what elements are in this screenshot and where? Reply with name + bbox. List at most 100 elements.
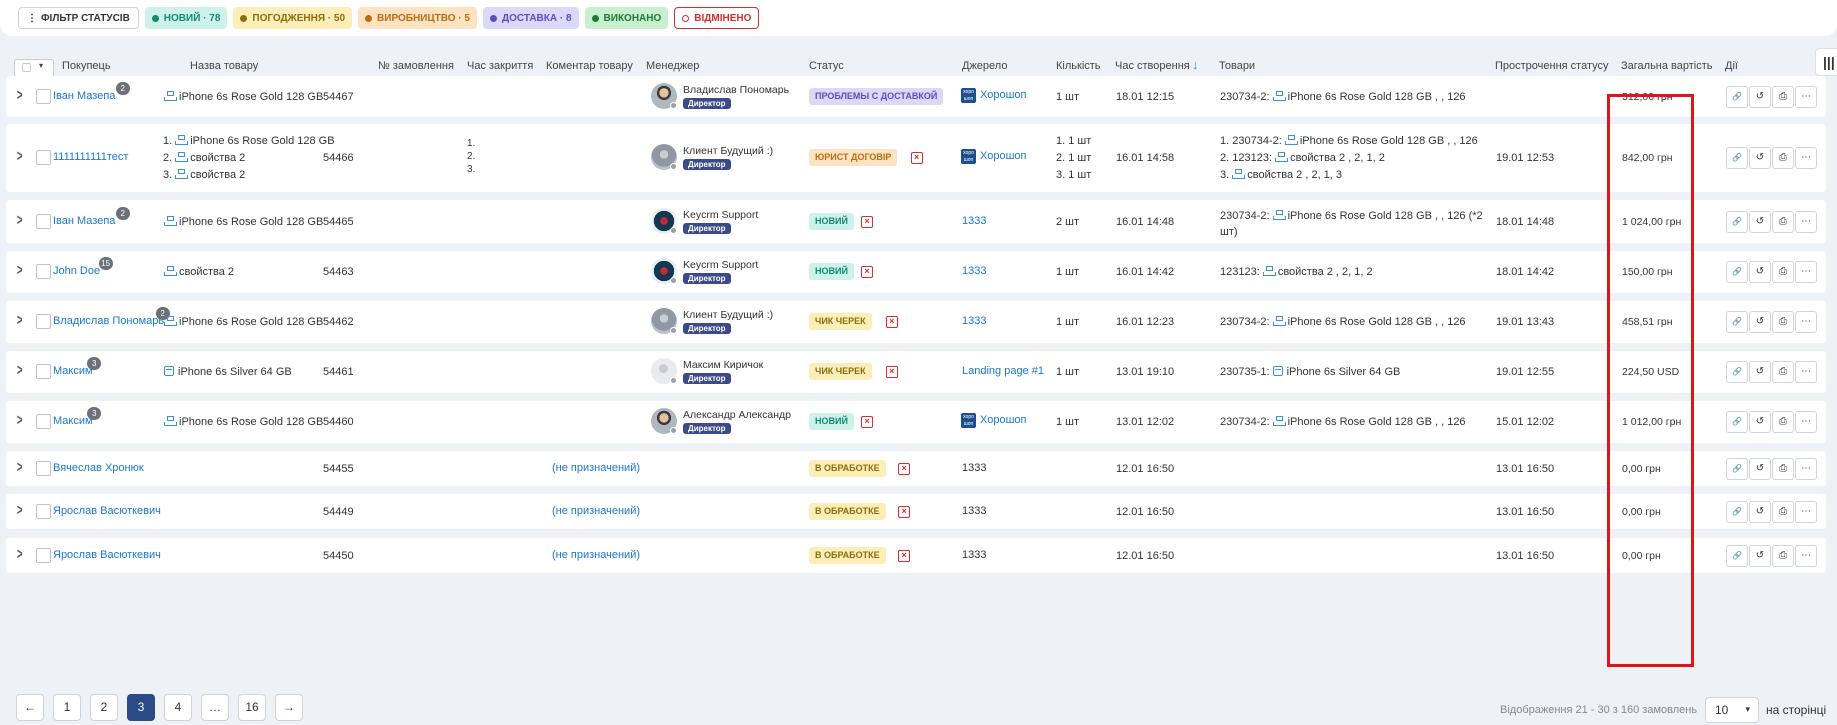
source-link[interactable]: 1333: [962, 315, 987, 327]
manager-unassigned-link[interactable]: (не призначений): [552, 461, 640, 474]
calendar-overdue-icon[interactable]: ×: [898, 549, 911, 562]
status-chip[interactable]: ВІДМІНЕНО: [674, 7, 760, 29]
buyer-link[interactable]: Вячеслав Хронюк: [53, 461, 144, 474]
print-button[interactable]: ⎙: [1772, 311, 1794, 333]
product-name[interactable]: iPhone 6s Rose Gold 128 GB: [164, 414, 323, 431]
next-page-button[interactable]: →: [275, 694, 303, 721]
pagination-ellipsis-button[interactable]: …: [201, 694, 229, 721]
sort-down-icon[interactable]: ↓: [1192, 57, 1199, 72]
buyer-link[interactable]: Максим 3: [53, 407, 102, 427]
select-all-checkbox[interactable]: ▾: [14, 59, 54, 77]
link-button[interactable]: 🔗: [1726, 147, 1748, 169]
goods-item[interactable]: 3. свойства 2 , 2, 1, 3: [1220, 167, 1342, 184]
buyer-link[interactable]: Іван Мазепа 2: [53, 206, 130, 227]
calendar-overdue-icon[interactable]: ×: [885, 316, 898, 328]
history-button[interactable]: ↺: [1749, 147, 1771, 169]
product-name[interactable]: 3. свойства 2: [163, 167, 245, 184]
row-checkbox[interactable]: [36, 150, 51, 165]
product-name[interactable]: 2. свойства 2: [163, 150, 245, 167]
page-button[interactable]: 4: [164, 694, 192, 721]
buyer-link[interactable]: Іван Мазепа 2: [53, 81, 130, 102]
status-chip[interactable]: НОВИЙ · 78: [144, 7, 228, 29]
manager-unassigned-link[interactable]: (не призначений): [552, 548, 640, 561]
source-link[interactable]: 1333: [962, 214, 987, 227]
page-button[interactable]: 2: [90, 694, 118, 721]
status-badge[interactable]: НОВИЙ: [809, 212, 854, 230]
manager-unassigned-link[interactable]: (не призначений): [552, 504, 640, 517]
status-badge[interactable]: ЮРИСТ ДОГОВІР: [809, 149, 898, 166]
table-row[interactable]: > Максим 3 iPhone 6s Rose Gold 128 GB 54460 А…: [6, 401, 1826, 443]
col-product-comment[interactable]: Коментар товару: [546, 60, 633, 72]
col-status[interactable]: Статус: [809, 60, 844, 72]
status-chip[interactable]: ДОСТАВКА · 8: [482, 7, 579, 29]
goods-item[interactable]: 230734-2: iPhone 6s Rose Gold 128 GB , ,…: [1220, 414, 1466, 431]
col-order-no[interactable]: № замовлення: [378, 60, 454, 72]
print-button[interactable]: ⎙: [1772, 85, 1794, 108]
product-name[interactable]: iPhone 6s Rose Gold 128 GB: [164, 89, 323, 106]
goods-item[interactable]: 123123: свойства 2 , 2, 1, 2: [1220, 264, 1373, 281]
history-button[interactable]: ↺: [1749, 544, 1771, 567]
chevron-right-icon[interactable]: >: [16, 86, 23, 104]
more-button[interactable]: ⋯: [1795, 261, 1817, 283]
chevron-right-icon[interactable]: >: [16, 362, 23, 379]
more-button[interactable]: ⋯: [1795, 544, 1817, 567]
row-checkbox[interactable]: [36, 547, 51, 563]
source-link[interactable]: Хорошоп: [980, 88, 1027, 101]
history-button[interactable]: ↺: [1749, 500, 1771, 523]
status-chip[interactable]: ВИКОНАНО: [584, 7, 669, 29]
more-button[interactable]: ⋯: [1795, 147, 1817, 169]
product-name[interactable]: свойства 2: [164, 264, 234, 281]
per-page-select[interactable]: 10 ▾: [1705, 697, 1759, 723]
more-button[interactable]: ⋯: [1795, 85, 1817, 108]
col-created[interactable]: Час створення: [1115, 60, 1190, 72]
print-button[interactable]: ⎙: [1772, 261, 1794, 283]
col-close-time[interactable]: Час закриття: [467, 60, 534, 72]
status-badge[interactable]: НОВИЙ: [809, 263, 854, 280]
more-button[interactable]: ⋯: [1795, 361, 1817, 383]
product-name[interactable]: 1. iPhone 6s Rose Gold 128 GB: [163, 133, 335, 150]
table-row[interactable]: >1111111111тест 1. iPhone 6s Rose Gold 12…: [6, 124, 1826, 192]
status-filter-button[interactable]: ⋮ ФІЛЬТР СТАТУСІВ: [18, 7, 139, 29]
more-button[interactable]: ⋯: [1795, 457, 1817, 480]
chevron-right-icon[interactable]: >: [16, 412, 23, 429]
goods-item[interactable]: 230734-2: iPhone 6s Rose Gold 128 GB , ,…: [1220, 89, 1466, 106]
status-badge[interactable]: В ОБРАБОТКЕ: [809, 459, 886, 477]
link-button[interactable]: 🔗: [1726, 411, 1748, 433]
col-manager[interactable]: Менеджер: [646, 60, 700, 72]
table-row[interactable]: > Владислав Пономарь 2 iPhone 6s Rose Gold …: [6, 301, 1826, 343]
goods-item[interactable]: 230735-1: iPhone 6s Silver 64 GB: [1220, 364, 1400, 381]
history-button[interactable]: ↺: [1749, 361, 1771, 383]
buyer-link[interactable]: Максим 3: [53, 357, 102, 377]
buyer-link[interactable]: John Doe 15: [53, 257, 113, 277]
page-button[interactable]: 3: [127, 694, 155, 721]
row-checkbox[interactable]: [36, 503, 51, 519]
product-name[interactable]: iPhone 6s Silver 64 GB: [164, 364, 292, 381]
link-button[interactable]: 🔗: [1726, 361, 1748, 383]
status-badge[interactable]: НОВИЙ: [809, 413, 854, 430]
col-goods[interactable]: Товари: [1219, 60, 1256, 72]
print-button[interactable]: ⎙: [1772, 411, 1794, 433]
history-button[interactable]: ↺: [1749, 311, 1771, 333]
calendar-overdue-icon[interactable]: ×: [910, 152, 923, 164]
status-badge[interactable]: В ОБРАБОТКЕ: [809, 502, 886, 520]
print-button[interactable]: ⎙: [1772, 210, 1794, 233]
status-badge[interactable]: ПРОБЛЕМЫ С ДОСТАВКОЙ: [809, 87, 944, 105]
goods-item[interactable]: 1. 230734-2: iPhone 6s Rose Gold 128 GB …: [1220, 133, 1478, 150]
col-status-overdue[interactable]: Прострочення статусу: [1495, 60, 1609, 72]
link-button[interactable]: 🔗: [1726, 457, 1748, 480]
print-button[interactable]: ⎙: [1772, 544, 1794, 567]
link-button[interactable]: 🔗: [1726, 311, 1748, 333]
table-row[interactable]: > Ярослав Васюткевич 54449 (не призначений)…: [6, 494, 1826, 529]
history-button[interactable]: ↺: [1749, 411, 1771, 433]
calendar-overdue-icon[interactable]: ×: [861, 416, 873, 428]
table-row[interactable]: > Максим 3 iPhone 6s Silver 64 GB 54461 Макси…: [6, 351, 1826, 393]
col-buyer[interactable]: Покупець: [62, 60, 111, 72]
status-badge[interactable]: ЧИК ЧЕРЕК: [809, 313, 872, 330]
link-button[interactable]: 🔗: [1726, 544, 1748, 567]
row-checkbox[interactable]: [36, 314, 51, 329]
col-source[interactable]: Джерело: [962, 60, 1008, 72]
table-row[interactable]: > Іван Мазепа 2 iPhone 6s Rose Gold 128 GB 5…: [6, 76, 1826, 117]
status-badge[interactable]: В ОБРАБОТКЕ: [809, 546, 886, 564]
calendar-overdue-icon[interactable]: ×: [861, 215, 873, 228]
table-row[interactable]: > Вячеслав Хронюк 54455 (не призначений) В О…: [6, 451, 1826, 486]
